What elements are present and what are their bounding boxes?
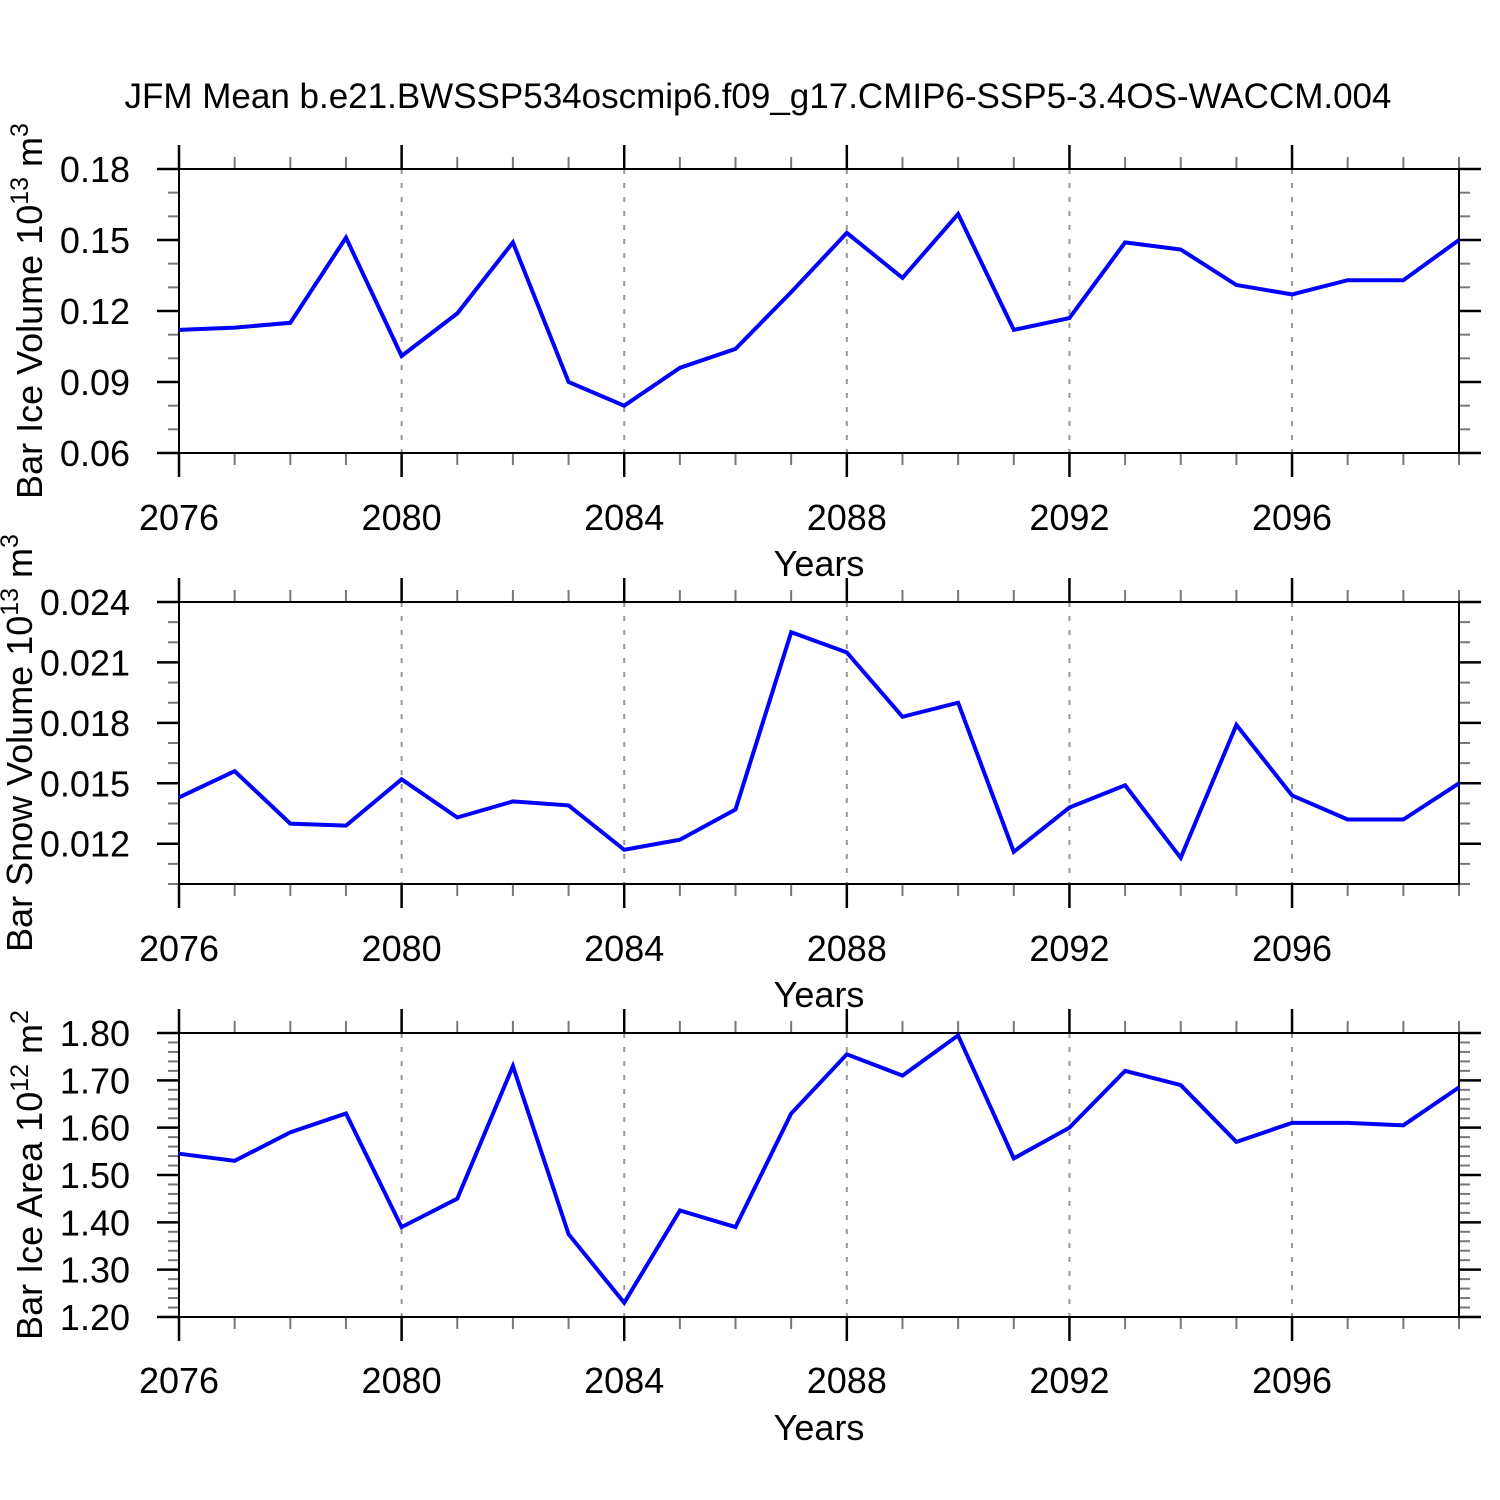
x-tick-label: 2084 xyxy=(584,497,664,538)
data-series-line-ice-volume xyxy=(178,210,1461,408)
x-tick-label: 2088 xyxy=(807,497,887,538)
y-tick-label: 1.60 xyxy=(60,1108,130,1149)
x-tick-label: 2092 xyxy=(1029,928,1109,969)
x-axis-title: Years xyxy=(774,1407,865,1448)
panel-ice-volume: 2076 2080 2084 2088 2092 2096 0.06 0.09 0.12 0.15… xyxy=(6,123,1481,584)
x-tick-label: 2092 xyxy=(1029,497,1109,538)
x-tick-label: 2088 xyxy=(807,928,887,969)
y-tick-label: 1.50 xyxy=(60,1155,130,1196)
y-axis-title: Bar Ice Volume 1013​ m3​ xyxy=(6,123,50,499)
plot-frame xyxy=(178,601,1460,885)
x-tick-label: 2096 xyxy=(1252,497,1332,538)
x-tick-label: 2092 xyxy=(1029,1360,1109,1401)
data-series-line-ice-area xyxy=(178,1032,1461,1307)
x-tick-label: 2096 xyxy=(1252,1360,1332,1401)
y-axis-title: Bar Ice Area 1012​ m2​ xyxy=(6,1010,50,1340)
y-tick-label: 0.012 xyxy=(40,824,130,865)
panel-ice-area: 2076 2080 2084 2088 2092 2096 1.20 1.30 1.40 1.50… xyxy=(6,1009,1481,1448)
y-tick-label: 0.015 xyxy=(40,763,130,804)
x-tick-label: 2080 xyxy=(362,928,442,969)
y-tick-label: 1.70 xyxy=(60,1060,130,1101)
y-tick-label: 0.018 xyxy=(40,703,130,744)
y-tick-label: 0.021 xyxy=(40,642,130,683)
data-series-line-snow-volume xyxy=(178,629,1461,862)
y-tick-label: 1.80 xyxy=(60,1013,130,1054)
x-tick-label: 2084 xyxy=(584,928,664,969)
x-axis-title: Years xyxy=(774,974,865,1015)
x-tick-label: 2096 xyxy=(1252,928,1332,969)
panels-group: 2076 2080 2084 2088 2092 2096 0.06 0.09 0.12 0.15… xyxy=(0,123,1481,1448)
x-tick-label: 2076 xyxy=(139,1360,219,1401)
y-tick-label: 1.30 xyxy=(60,1250,130,1291)
chart-title: JFM Mean b.e21.BWSSP534oscmip6.f09_g17.C… xyxy=(124,77,1391,116)
x-tick-label: 2080 xyxy=(362,497,442,538)
y-tick-label: 0.09 xyxy=(60,362,130,403)
y-tick-label: 1.20 xyxy=(60,1297,130,1338)
y-tick-label: 0.12 xyxy=(60,291,130,332)
y-tick-label: 0.06 xyxy=(60,433,130,474)
x-tick-label: 2076 xyxy=(139,928,219,969)
x-tick-label: 2076 xyxy=(139,497,219,538)
x-tick-label: 2088 xyxy=(807,1360,887,1401)
panel-snow-volume: 2076 2080 2084 2088 2092 2096 0.012 0.015 0.018 0… xyxy=(0,534,1481,1015)
y-axis-title: Bar Snow Volume 1013​ m3​ xyxy=(0,534,40,952)
plot-frame xyxy=(178,168,1460,454)
y-tick-label: 0.15 xyxy=(60,220,130,261)
y-tick-label: 0.024 xyxy=(40,582,130,623)
x-axis-title: Years xyxy=(774,543,865,584)
plot-frame xyxy=(178,1032,1460,1318)
y-tick-label: 1.40 xyxy=(60,1202,130,1243)
y-tick-label: 0.18 xyxy=(60,149,130,190)
x-tick-label: 2080 xyxy=(362,1360,442,1401)
x-tick-label: 2084 xyxy=(584,1360,664,1401)
